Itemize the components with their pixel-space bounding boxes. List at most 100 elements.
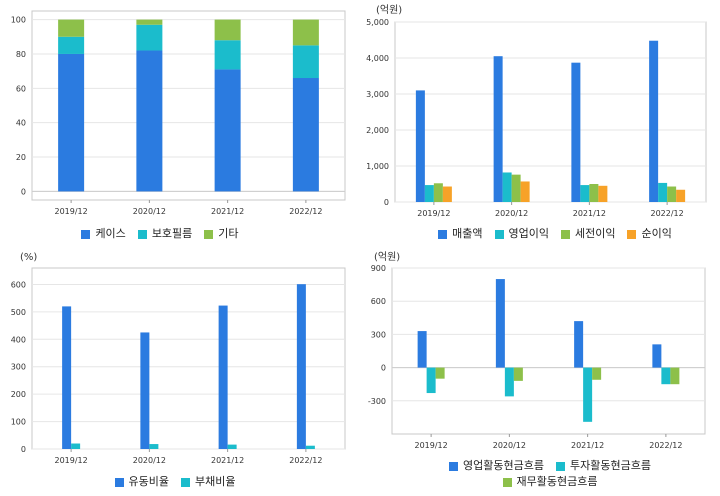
x-tick-label: 2020/12	[495, 209, 528, 218]
legend-item[interactable]: 세전이익	[561, 226, 615, 242]
legend-swatch	[114, 477, 124, 487]
y-tick-label: 3,000	[366, 90, 389, 99]
legend-item[interactable]: 케이스	[81, 226, 126, 242]
y-tick-label: 300	[371, 330, 386, 339]
legend-item[interactable]: 기타	[204, 226, 239, 242]
bar	[62, 306, 72, 449]
y-tick-label: 600	[371, 297, 386, 306]
bar	[140, 332, 150, 449]
legend-swatch	[494, 229, 504, 239]
bar	[504, 367, 514, 397]
chart-income: 0 1,000 2,000 3,000 4,000 5,000 (억원) 2019/12 202…	[360, 0, 720, 248]
y-unit-label: (%)	[20, 252, 37, 263]
legend-item[interactable]: 재무활동현금흐름	[502, 474, 598, 490]
bar	[58, 19, 85, 37]
y-tick-label: 100	[11, 418, 26, 427]
bar	[592, 367, 602, 380]
legend-item[interactable]: 영업이익	[494, 226, 549, 242]
bar	[149, 444, 159, 449]
legend-item[interactable]: 영업활동현금흐름	[449, 458, 544, 474]
legend-swatch	[81, 229, 91, 239]
bar	[296, 284, 306, 449]
legend-label: 재무활동현금흐름	[516, 475, 598, 488]
legend-label: 투자활동현금흐름	[570, 459, 651, 472]
plot-area	[31, 267, 346, 450]
bar	[292, 45, 319, 79]
bar	[589, 184, 599, 202]
bar	[652, 344, 662, 368]
legend-label: 케이스	[95, 227, 126, 240]
legend-swatch	[438, 229, 448, 239]
legend-swatch	[502, 477, 512, 487]
bar	[227, 444, 237, 449]
bar	[495, 279, 505, 368]
y-tick-label: 4,000	[366, 54, 389, 63]
bar	[136, 24, 163, 51]
legend-label: 보호필름	[151, 227, 193, 240]
bar	[661, 367, 671, 385]
bar	[442, 186, 452, 202]
y-tick-label: 0	[384, 198, 389, 207]
legend-item[interactable]: 보호필름	[137, 226, 193, 242]
bar	[218, 305, 228, 449]
bar	[58, 53, 85, 192]
legend-item[interactable]: 부채비율	[181, 474, 235, 490]
legend: 유동비율 부채비율	[30, 474, 320, 490]
y-tick-label: 1,000	[366, 162, 389, 171]
legend: 케이스 보호필름 기타	[0, 226, 320, 242]
y-tick-label: 0	[381, 364, 386, 373]
y-tick-label: 300	[11, 363, 26, 372]
legend-item[interactable]: 유동비율	[114, 474, 169, 490]
y-tick-label: 200	[11, 390, 26, 399]
chart-income-plot: 0 1,000 2,000 3,000 4,000 5,000 (억원) 2019/12 202…	[366, 4, 707, 218]
legend: 매출액 영업이익 세전이익 순이익	[390, 226, 720, 242]
x-tick-label: 2019/12	[55, 207, 88, 216]
legend-swatch	[181, 477, 190, 487]
y-tick-label: 80	[16, 50, 26, 59]
y-tick-label: 2,000	[366, 126, 389, 135]
bar	[214, 69, 241, 192]
x-tick-label: 2019/12	[417, 209, 450, 218]
legend-item[interactable]: 투자활동현금흐름	[556, 458, 651, 474]
legend-label: 유동비율	[128, 475, 169, 488]
y-tick-label: 60	[16, 84, 26, 93]
bar	[520, 181, 530, 202]
chart-cashflow: -300 0 300 600 900 (억원) 2019/12 2020/12 2021/12 2…	[360, 248, 720, 496]
x-tick-label: 2020/12	[133, 456, 166, 465]
bar	[424, 185, 434, 202]
bar	[58, 36, 85, 54]
bar	[433, 183, 443, 202]
legend-item[interactable]: 순이익	[627, 226, 672, 242]
y-tick-label: 500	[11, 308, 26, 317]
y-tick-label: 900	[371, 264, 386, 273]
legend-swatch	[561, 229, 570, 239]
y-unit-label: (억원)	[376, 4, 402, 16]
bar	[292, 19, 319, 46]
plot-area	[31, 10, 346, 201]
legend-label: 매출액	[452, 227, 483, 240]
bar	[292, 78, 319, 192]
x-tick-label: 2019/12	[55, 456, 88, 465]
y-tick-label: 20	[16, 153, 26, 162]
bar	[658, 182, 668, 202]
bar	[305, 445, 315, 449]
chart-product-mix: 0 20 40 60 80 100 2019/12 2020/12 2021/12 2022/12…	[0, 0, 360, 248]
chart-ratios: 0 100 200 300 400 500 600 (%) 2019/12 2020/12 2021…	[0, 248, 360, 496]
legend-label: 영업활동현금흐름	[463, 459, 544, 472]
legend-label: 영업이익	[508, 227, 549, 240]
y-tick-label: 40	[16, 119, 26, 128]
bar	[426, 367, 436, 394]
bar	[502, 172, 512, 202]
x-tick-label: 2022/12	[649, 441, 682, 450]
bar	[583, 367, 593, 422]
x-tick-label: 2022/12	[289, 207, 322, 216]
bar	[136, 50, 163, 192]
legend-item[interactable]: 매출액	[438, 226, 483, 242]
legend-label: 기타	[218, 227, 239, 240]
y-tick-label: -300	[368, 397, 386, 406]
y-unit-label: (억원)	[374, 251, 400, 263]
bar	[214, 19, 241, 41]
bar	[71, 443, 81, 449]
x-tick-label: 2020/12	[493, 441, 526, 450]
x-tick-label: 2020/12	[133, 207, 166, 216]
